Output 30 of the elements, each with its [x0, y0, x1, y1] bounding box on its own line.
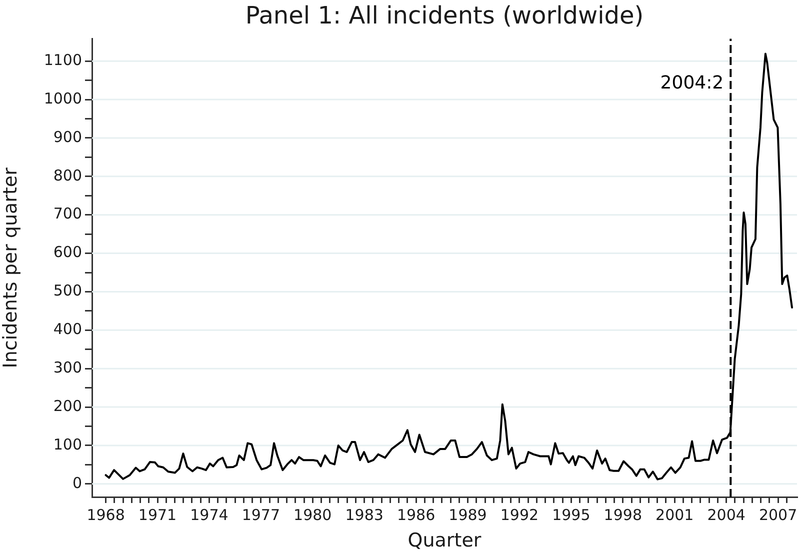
y-tick-label: 400: [53, 320, 82, 338]
x-tick-label: 1986: [396, 506, 436, 524]
x-tick-label: 2001: [656, 506, 694, 524]
ref-line-label: 2004:2: [660, 72, 724, 94]
x-tick-label: 1968: [86, 506, 125, 524]
chart-title: Panel 1: All incidents (worldwide): [245, 2, 644, 30]
x-tick-label: 2007: [758, 506, 798, 524]
y-tick-label: 200: [53, 396, 82, 415]
x-tick-label: 1995: [552, 506, 590, 524]
x-tick-label: 1980: [294, 506, 332, 524]
x-axis-title: Quarter: [408, 530, 482, 552]
y-tick-label: 900: [53, 128, 82, 146]
x-tick-label: 1989: [448, 506, 487, 524]
y-tick-label: 1100: [44, 50, 82, 69]
y-tick-label: 0: [72, 474, 82, 492]
x-tick-label: 1992: [500, 506, 539, 524]
x-tick-label: 1983: [345, 506, 384, 524]
y-tick-label: 500: [53, 282, 82, 300]
x-tick-label: 1998: [604, 506, 642, 524]
x-tick-label: 2004: [707, 506, 746, 524]
y-tick-label: 800: [53, 166, 82, 184]
y-tick-label: 100: [53, 435, 82, 454]
y-tick-label: 600: [53, 243, 82, 262]
y-axis-title: Incidents per quarter: [0, 167, 22, 368]
x-tick-label: 1977: [242, 506, 280, 524]
y-tick-label: 300: [53, 358, 82, 376]
x-tick-label: 1971: [138, 506, 177, 524]
x-tick-label: 1974: [190, 506, 228, 524]
y-tick-label: 1000: [44, 89, 82, 108]
y-tick-label: 700: [53, 204, 82, 223]
